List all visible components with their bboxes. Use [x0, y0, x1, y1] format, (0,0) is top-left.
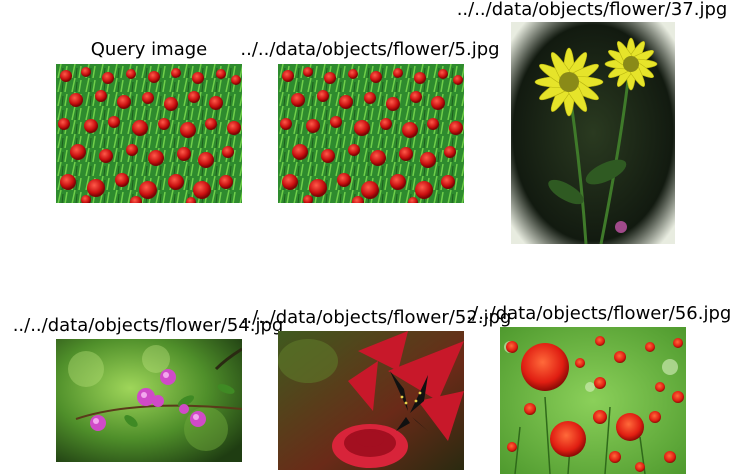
- panel-title-result-1: ../../data/objects/flower/5.jpg: [240, 39, 500, 60]
- result-image-2: [511, 22, 675, 244]
- panel-title-result-2: ../../data/objects/flower/37.jpg: [456, 0, 728, 20]
- panel-title-result-5: ../../data/objects/flower/56.jpg: [460, 303, 732, 324]
- panel-title-result-3: ../../data/objects/flower/54.jpg: [12, 315, 284, 336]
- panel-title-result-4: ../../data/objects/flower/52.jpg: [240, 307, 512, 328]
- result-image-5: [500, 327, 686, 474]
- result-image-3: [56, 339, 242, 462]
- result-image-1: [278, 64, 464, 203]
- panel-title-query: Query image: [90, 39, 208, 60]
- query-image: [56, 64, 242, 203]
- result-image-4: [278, 331, 464, 470]
